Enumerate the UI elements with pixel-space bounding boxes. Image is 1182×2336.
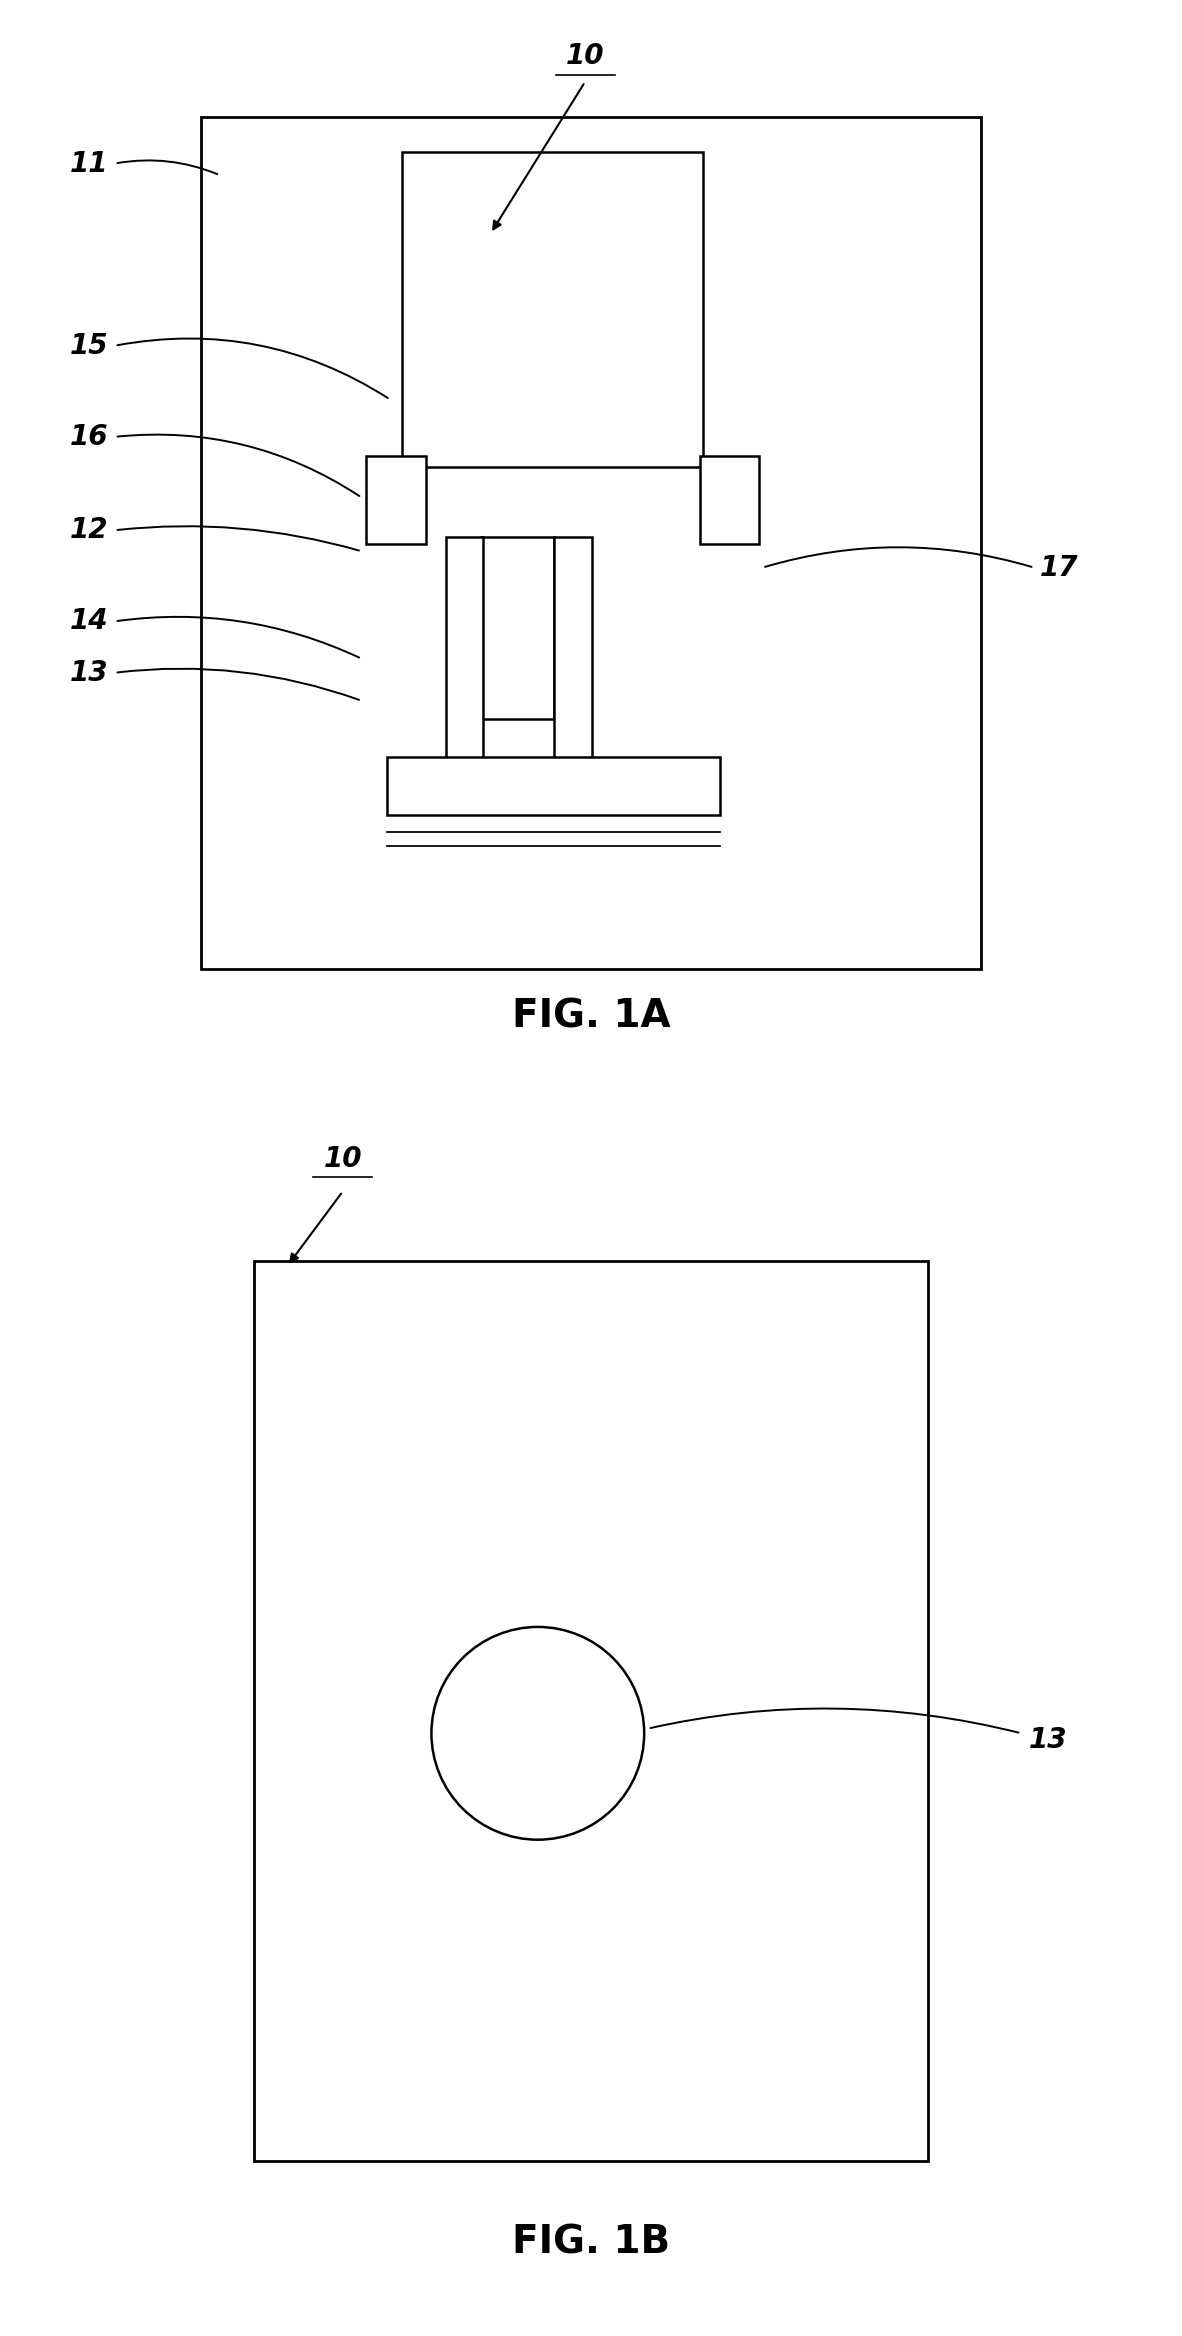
Bar [700, 456, 759, 544]
Text: 17: 17 [1040, 554, 1079, 582]
Bar [201, 117, 981, 969]
Ellipse shape [431, 1626, 644, 1841]
Text: 10: 10 [566, 42, 604, 70]
Text: FIG. 1B: FIG. 1B [512, 2224, 670, 2261]
Text: 11: 11 [70, 150, 109, 178]
Bar [446, 537, 483, 766]
Text: 16: 16 [70, 423, 109, 451]
Bar [366, 456, 426, 544]
Text: 14: 14 [70, 607, 109, 635]
Text: 13: 13 [70, 659, 109, 687]
Bar [387, 757, 720, 815]
Bar [481, 537, 554, 719]
Bar [402, 152, 703, 467]
Text: 13: 13 [1028, 1726, 1067, 1754]
Bar [554, 537, 592, 766]
Text: FIG. 1A: FIG. 1A [512, 997, 670, 1035]
Text: 12: 12 [70, 516, 109, 544]
Text: 10: 10 [324, 1145, 362, 1173]
Text: 15: 15 [70, 332, 109, 360]
Bar [254, 1261, 928, 2161]
